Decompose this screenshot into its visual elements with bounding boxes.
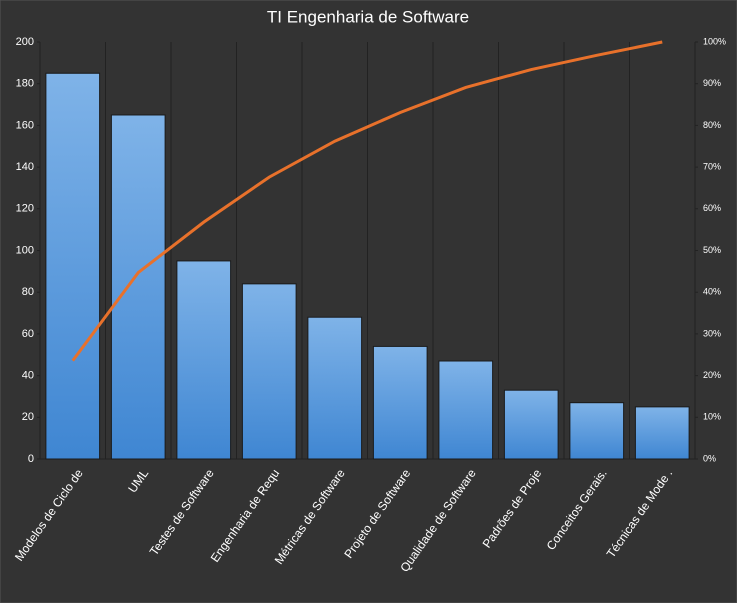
- y-tick-label: 40: [22, 370, 34, 382]
- y2-tick-label: 10%: [703, 412, 721, 422]
- y-tick-label: 100: [16, 244, 34, 256]
- y-tick-label: 140: [16, 161, 34, 173]
- y-tick-label: 200: [16, 36, 34, 48]
- y2-tick-label: 0%: [703, 453, 716, 463]
- bar: [503, 389, 559, 460]
- y2-tick-label: 70%: [703, 161, 721, 171]
- bar: [110, 114, 166, 460]
- y2-tick-label: 90%: [703, 78, 721, 88]
- y-tick-label: 180: [16, 78, 34, 90]
- bar: [176, 260, 232, 460]
- chart-title: TI Engenharia de Software: [267, 7, 469, 26]
- bar: [372, 345, 428, 460]
- y-tick-label: 20: [22, 411, 34, 423]
- y-tick-label: 0: [28, 453, 34, 465]
- bar: [569, 402, 625, 460]
- y2-tick-label: 50%: [703, 245, 721, 255]
- y2-tick-label: 30%: [703, 328, 721, 338]
- line: [71, 40, 663, 362]
- bar: [634, 406, 690, 460]
- bar: [438, 360, 494, 460]
- y2-tick-label: 20%: [703, 370, 721, 380]
- y-tick-label: 160: [16, 119, 34, 131]
- y2-tick-label: 40%: [703, 287, 721, 297]
- y-tick-label: 120: [16, 203, 34, 215]
- y-tick-label: 60: [22, 328, 34, 340]
- y2-tick-label: 60%: [703, 203, 721, 213]
- bar: [45, 72, 101, 460]
- bar: [307, 316, 363, 460]
- bar: [241, 283, 297, 460]
- y2-tick-label: 100%: [703, 36, 726, 46]
- y2-tick-label: 80%: [703, 120, 721, 130]
- y-tick-label: 80: [22, 286, 34, 298]
